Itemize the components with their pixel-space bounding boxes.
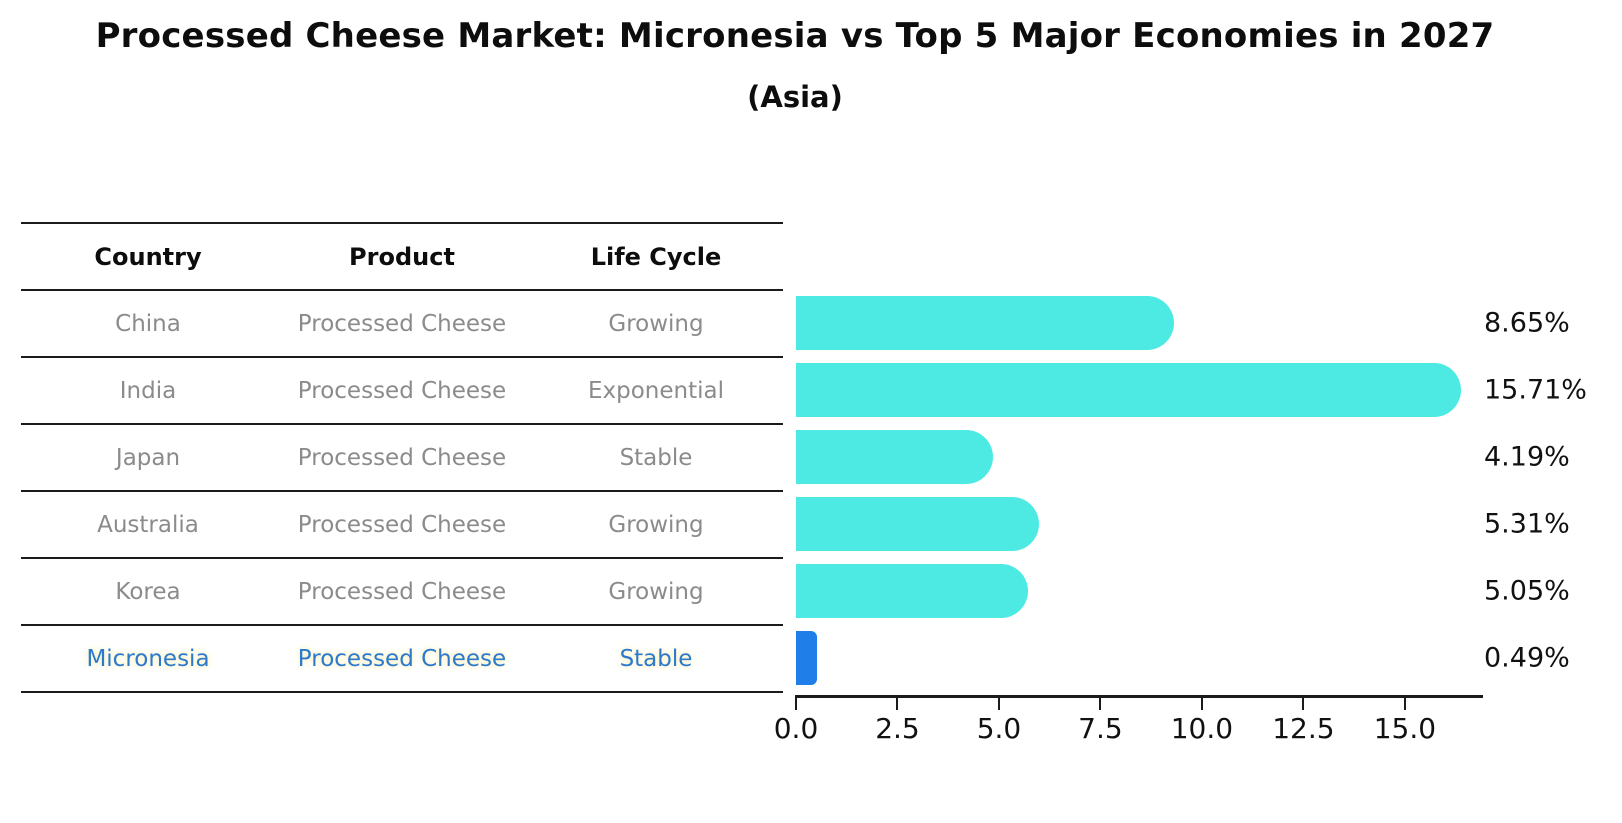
x-axis-line bbox=[795, 695, 1483, 698]
cell-life-cycle: Stable bbox=[619, 444, 693, 471]
table-row: India Processed Cheese Exponential bbox=[21, 358, 783, 425]
chart-row: 15.71% bbox=[796, 356, 1587, 423]
x-axis-tick-label: 10.0 bbox=[1170, 712, 1234, 745]
cell-product: Processed Cheese bbox=[297, 511, 507, 538]
cell-country: India bbox=[119, 377, 177, 404]
chart-subtitle: (Asia) bbox=[747, 80, 843, 114]
x-axis-tick-label: 7.5 bbox=[1078, 712, 1123, 745]
x-axis-tick-label: 15.0 bbox=[1373, 712, 1437, 745]
x-axis-tick-mark bbox=[896, 698, 899, 710]
cell-country: Korea bbox=[115, 578, 181, 605]
table-row-highlighted: Micronesia Processed Cheese Stable bbox=[21, 626, 783, 693]
cell-country: Japan bbox=[115, 444, 181, 471]
bar-value-label: 4.19% bbox=[1484, 441, 1570, 472]
cell-life-cycle: Growing bbox=[608, 310, 704, 337]
table-row: Japan Processed Cheese Stable bbox=[21, 425, 783, 492]
chart-row: 5.05% bbox=[796, 557, 1570, 624]
bar-chart-rows: 8.65% 15.71% 4.19% 5.31% 5.05% 0.49% bbox=[796, 289, 1587, 691]
bar-value-label: 5.05% bbox=[1484, 575, 1570, 606]
x-axis-tick-mark bbox=[795, 698, 797, 710]
chart-row: 5.31% bbox=[796, 490, 1570, 557]
x-axis-tick-mark bbox=[1302, 698, 1305, 710]
cell-life-cycle: Growing bbox=[608, 511, 704, 538]
bar-china bbox=[796, 295, 1175, 350]
bar-india bbox=[796, 362, 1461, 417]
bar-value-label: 8.65% bbox=[1484, 307, 1570, 338]
column-header-country: Country bbox=[94, 242, 202, 271]
x-axis-tick-mark bbox=[1099, 698, 1102, 710]
cell-product: Processed Cheese bbox=[297, 377, 507, 404]
x-axis-tick-label: 12.5 bbox=[1272, 712, 1335, 745]
table-row: Australia Processed Cheese Growing bbox=[21, 492, 783, 559]
chart-row: 0.49% bbox=[796, 624, 1570, 691]
column-header-product: Product bbox=[349, 242, 455, 271]
cell-product: Processed Cheese bbox=[297, 578, 507, 605]
cell-life-cycle: Exponential bbox=[587, 377, 724, 404]
bar-value-label: 5.31% bbox=[1484, 508, 1570, 539]
x-axis-tick-mark bbox=[1403, 698, 1406, 710]
bar-value-label: 15.71% bbox=[1484, 374, 1587, 405]
x-axis-tick-label: 5.0 bbox=[976, 712, 1022, 745]
cell-product: Processed Cheese bbox=[297, 444, 507, 471]
bar-australia bbox=[796, 496, 1039, 551]
table-row: Korea Processed Cheese Growing bbox=[21, 559, 783, 626]
chart-title: Processed Cheese Market: Micronesia vs T… bbox=[95, 16, 1495, 56]
bar-value-label: 0.49% bbox=[1484, 642, 1570, 673]
chart-row: 4.19% bbox=[796, 423, 1570, 490]
table-header-row: Country Product Life Cycle bbox=[21, 224, 783, 291]
chart-row: 8.65% bbox=[796, 289, 1570, 356]
cell-product: Processed Cheese bbox=[297, 310, 507, 337]
x-axis-tick-label: 2.5 bbox=[875, 712, 920, 745]
x-axis-tick-mark bbox=[1200, 698, 1203, 710]
cell-country: China bbox=[115, 310, 181, 337]
bar-korea bbox=[796, 563, 1028, 618]
cell-life-cycle: Stable bbox=[619, 645, 693, 672]
cell-life-cycle: Growing bbox=[608, 578, 704, 605]
cell-country: Micronesia bbox=[86, 645, 210, 672]
table-row: China Processed Cheese Growing bbox=[21, 291, 783, 358]
column-header-life-cycle: Life Cycle bbox=[590, 242, 722, 271]
x-axis-tick-mark bbox=[997, 698, 1000, 710]
bar-japan bbox=[796, 429, 994, 484]
cell-product: Processed Cheese bbox=[297, 645, 507, 672]
x-axis-tick-label: 0.0 bbox=[773, 712, 819, 745]
bar-micronesia bbox=[796, 630, 817, 685]
cell-country: Australia bbox=[97, 511, 199, 538]
country-table: Country Product Life Cycle China Process… bbox=[21, 222, 783, 693]
